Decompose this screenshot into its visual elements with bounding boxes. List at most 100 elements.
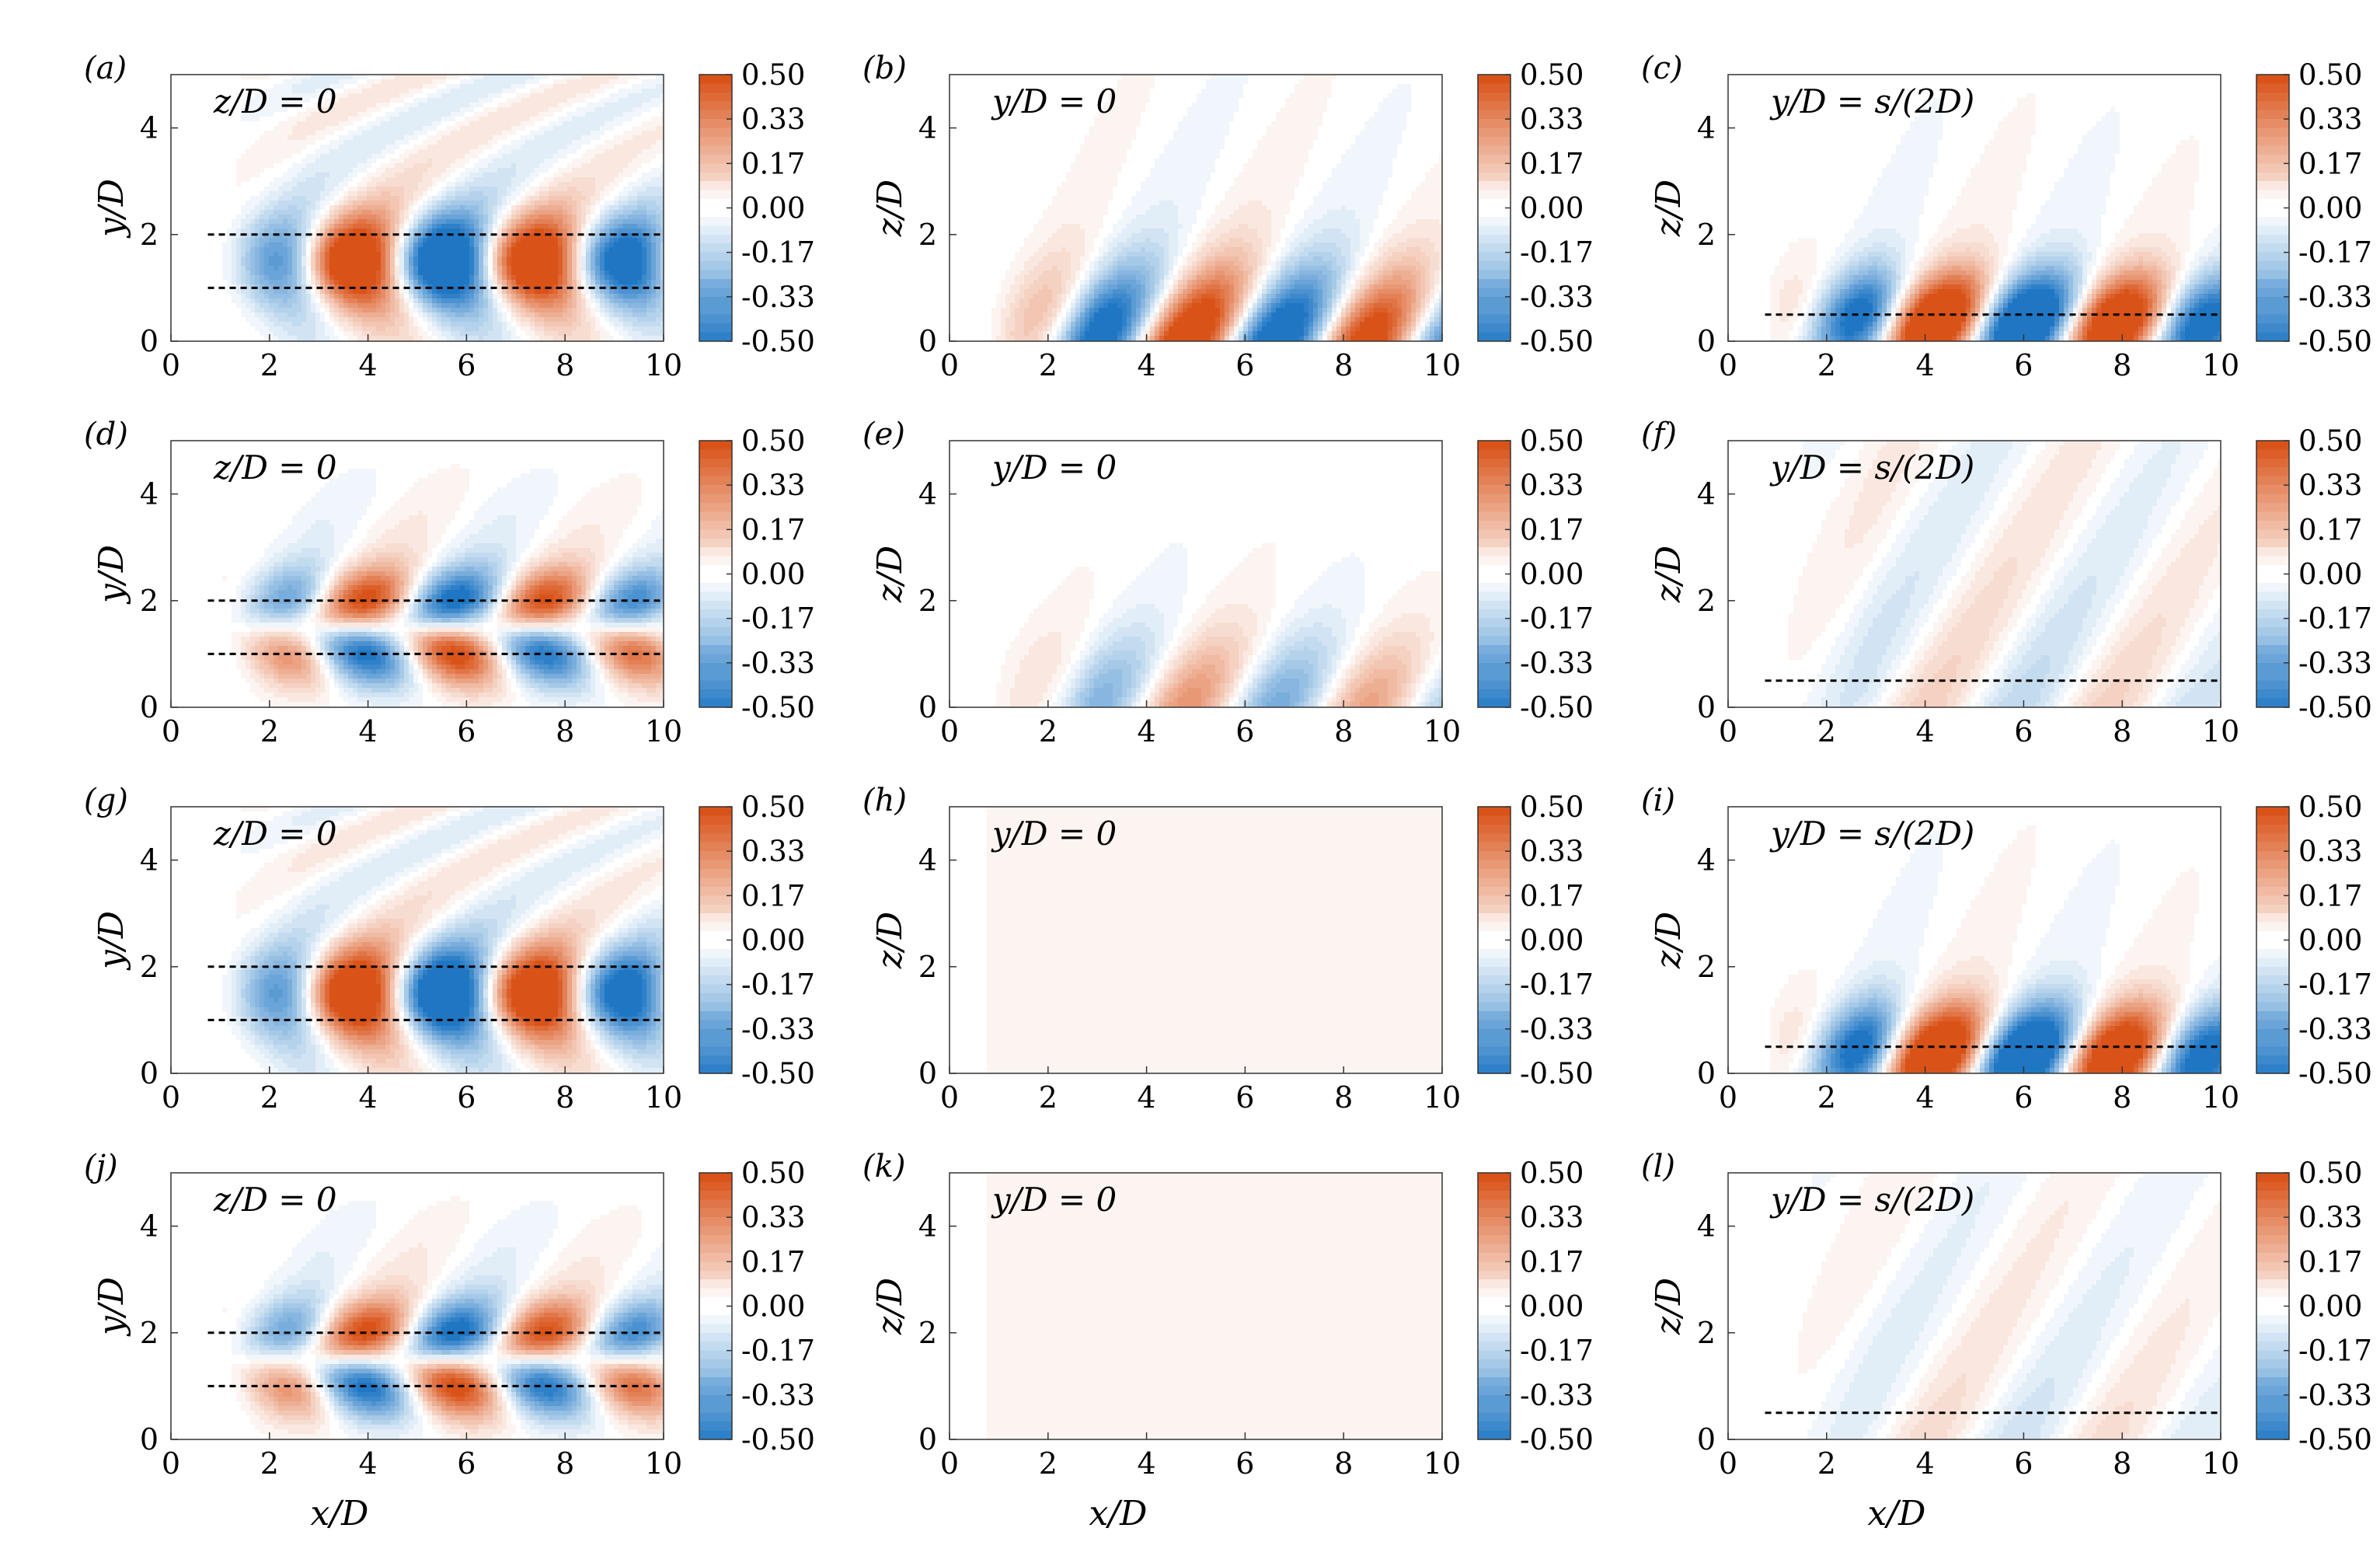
- heatmap-cell: [437, 145, 442, 150]
- heatmap-cell: [651, 75, 657, 80]
- heatmap-cell: [511, 126, 517, 131]
- heatmap-cell: [619, 145, 624, 150]
- heatmap-cell: [451, 112, 456, 117]
- heatmap-cell: [446, 84, 451, 89]
- heatmap-cell: [357, 126, 363, 131]
- heatmap-cell: [311, 75, 316, 80]
- heatmap-cell: [455, 145, 461, 150]
- heatmap-cell: [218, 154, 223, 159]
- heatmap-cell: [255, 75, 260, 80]
- heatmap-cell: [507, 75, 512, 80]
- heatmap-cell: [269, 126, 274, 131]
- heatmap-cell: [623, 117, 629, 122]
- heatmap-cell: [395, 149, 400, 155]
- heatmap-cell: [325, 121, 330, 127]
- heatmap-cell: [362, 84, 368, 89]
- heatmap-cell: [493, 107, 498, 113]
- heatmap-cell: [651, 117, 657, 122]
- heatmap-cell: [530, 98, 535, 103]
- heatmap-cell: [493, 93, 498, 99]
- heatmap-cell: [320, 145, 326, 150]
- heatmap-cell: [539, 84, 545, 89]
- heatmap-cell: [609, 145, 615, 150]
- heatmap-cell: [591, 107, 596, 113]
- heatmap-cell: [642, 135, 647, 141]
- heatmap-cell: [390, 121, 396, 127]
- heatmap-cell: [637, 131, 643, 136]
- heatmap-cell: [385, 121, 391, 127]
- heatmap-cell: [409, 75, 414, 80]
- heatmap-cell: [404, 117, 409, 122]
- heatmap-cell: [362, 131, 368, 136]
- heatmap-cell: [208, 93, 214, 99]
- heatmap-cell: [376, 154, 382, 159]
- heatmap-cell: [483, 75, 489, 80]
- heatmap-cell: [632, 117, 638, 122]
- heatmap-cell: [395, 145, 400, 150]
- heatmap-cell: [581, 112, 587, 117]
- heatmap-cell: [227, 121, 232, 127]
- heatmap-cell: [493, 121, 498, 127]
- heatmap-cell: [306, 75, 312, 80]
- heatmap-cell: [446, 107, 451, 113]
- heatmap-cell: [399, 145, 405, 150]
- heatmap-cell: [362, 145, 368, 150]
- heatmap-cell: [577, 75, 582, 80]
- heatmap-cell: [553, 145, 559, 150]
- heatmap-cell: [315, 154, 321, 159]
- heatmap-cell: [525, 126, 531, 131]
- heatmap-cell: [525, 93, 531, 99]
- heatmap-cell: [637, 84, 643, 89]
- heatmap-cell: [232, 154, 237, 159]
- heatmap-cell: [208, 140, 214, 145]
- heatmap-cell: [409, 112, 414, 117]
- heatmap-cell: [418, 131, 423, 136]
- heatmap-cell: [250, 159, 256, 164]
- heatmap-cell: [605, 140, 610, 145]
- heatmap-cell: [362, 107, 368, 113]
- heatmap-cell: [469, 145, 475, 150]
- heatmap-cell: [628, 98, 633, 103]
- heatmap-cell: [558, 89, 563, 94]
- heatmap-cell: [553, 75, 559, 80]
- heatmap-cell: [497, 121, 503, 127]
- heatmap-cell: [218, 121, 223, 127]
- heatmap-cell: [371, 149, 377, 155]
- heatmap-cell: [656, 154, 661, 159]
- heatmap-cell: [530, 107, 535, 113]
- heatmap-cell: [619, 149, 624, 155]
- heatmap-cell: [507, 103, 512, 108]
- heatmap-cell: [255, 131, 260, 136]
- heatmap-cell: [572, 93, 577, 99]
- heatmap-cell: [399, 79, 405, 85]
- heatmap-cell: [521, 135, 526, 141]
- heatmap-cell: [656, 84, 661, 89]
- heatmap-cell: [525, 79, 531, 85]
- heatmap-cell: [535, 117, 540, 122]
- heatmap-cell: [227, 145, 232, 150]
- heatmap-cell: [632, 112, 638, 117]
- heatmap-cell: [353, 131, 358, 136]
- heatmap-cell: [460, 89, 465, 94]
- heatmap-cell: [329, 121, 335, 127]
- heatmap-cell: [353, 121, 358, 127]
- heatmap-cell: [343, 126, 349, 131]
- heatmap-cell: [577, 145, 582, 150]
- heatmap-cell: [423, 117, 428, 122]
- heatmap-cell: [628, 112, 633, 117]
- heatmap-cell: [502, 154, 507, 159]
- heatmap-cell: [656, 117, 661, 122]
- heatmap-cell: [572, 154, 577, 159]
- heatmap-cell: [269, 135, 274, 141]
- heatmap-cell: [455, 140, 461, 145]
- heatmap-cell: [390, 103, 396, 108]
- heatmap-cell: [371, 131, 377, 136]
- heatmap-cell: [325, 154, 330, 159]
- heatmap-cell: [525, 75, 531, 80]
- heatmap-cell: [535, 98, 540, 103]
- heatmap-cell: [609, 121, 615, 127]
- heatmap-cell: [306, 135, 312, 141]
- heatmap-cell: [535, 149, 540, 155]
- heatmap-cell: [311, 149, 316, 155]
- heatmap-cell: [357, 140, 363, 145]
